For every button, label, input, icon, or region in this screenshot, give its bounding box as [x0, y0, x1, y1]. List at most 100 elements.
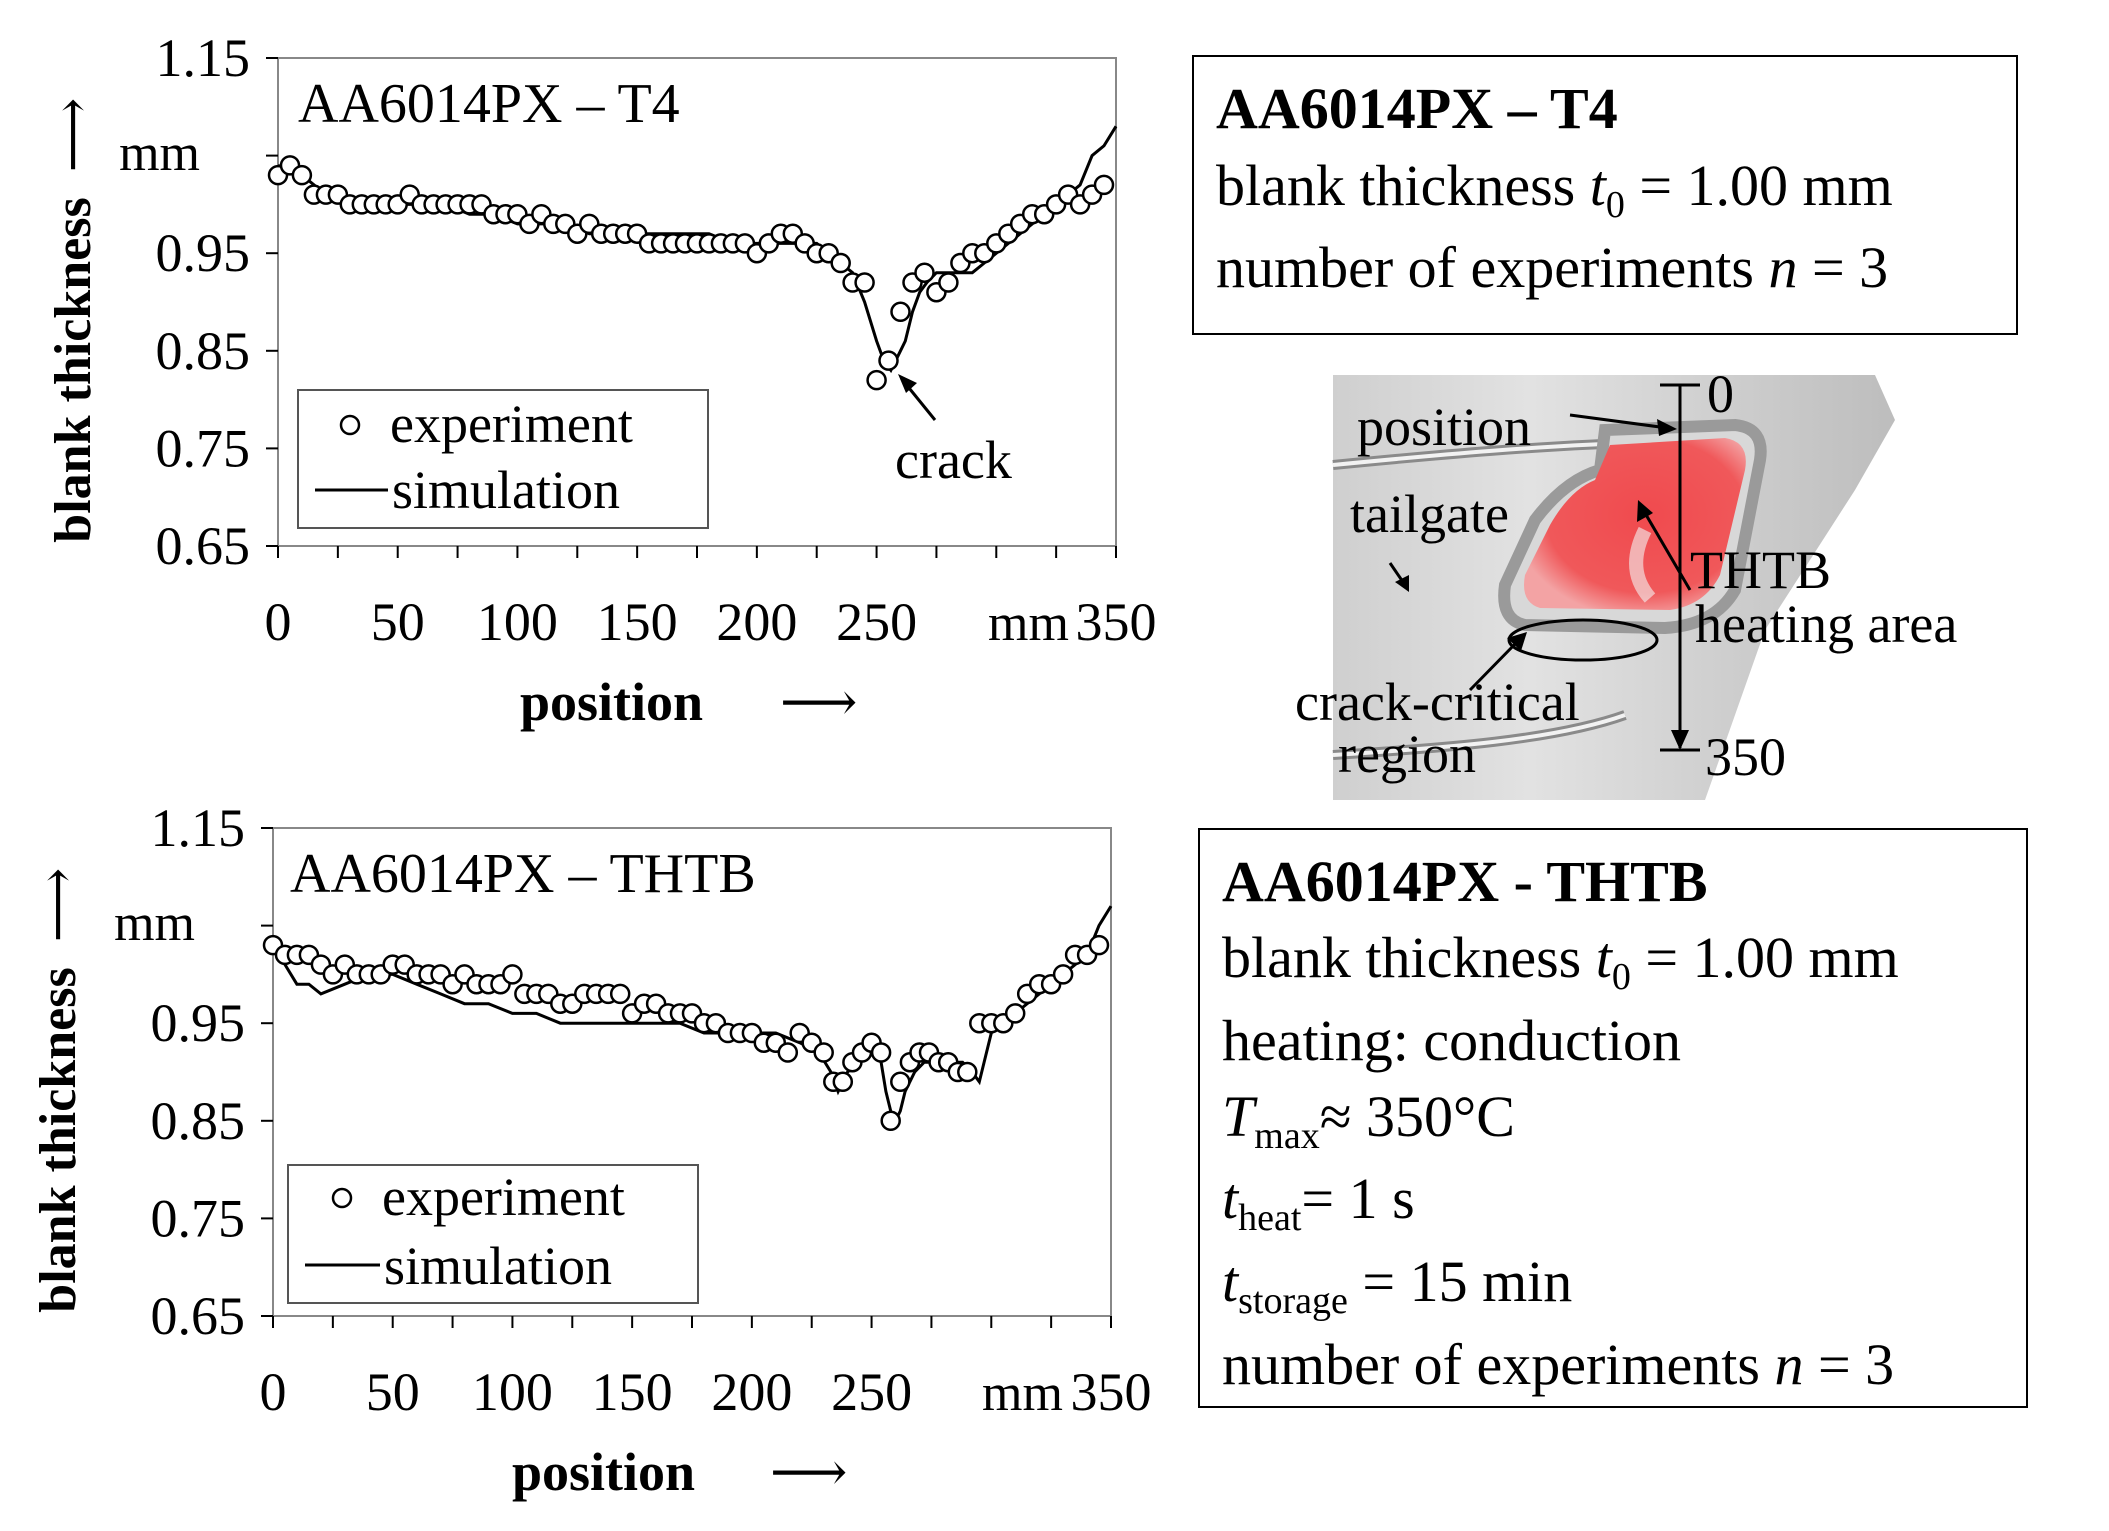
x-tick-label: 0 [260, 1362, 287, 1422]
x-tick-label: 250 [831, 1362, 912, 1422]
experiment-point [854, 272, 875, 293]
experiments-line: number of experiments n = 3 [1222, 1327, 2004, 1403]
y-axis-label: blank thickness [30, 967, 87, 1312]
var: T [1222, 1083, 1255, 1149]
experiment-point [1093, 174, 1115, 196]
var: t [1222, 1249, 1239, 1315]
experiment-point [938, 272, 959, 293]
y-axis-unit: mm [114, 895, 195, 952]
value: = 1.00 mm [1624, 152, 1893, 218]
crack-annotation: crack [895, 430, 1012, 490]
x-tick-label: 250 [836, 592, 917, 652]
heating-line: heating: conduction [1222, 1007, 1682, 1073]
legend-simulation-label: simulation [392, 460, 620, 520]
subscript: storage [1238, 1280, 1348, 1323]
x-axis-label: position [520, 672, 703, 732]
panel-label: AA6014PX – T4 [298, 73, 680, 135]
experiment-point [813, 1042, 834, 1063]
subscript: heat [1238, 1197, 1302, 1240]
var: n [1768, 234, 1798, 300]
position-top-value: 0 [1707, 370, 1734, 424]
y-axis-label: blank thickness [45, 197, 102, 542]
experiment-point [870, 1042, 892, 1063]
experiment-point [777, 1042, 799, 1063]
y-tick-label: 0.95 [156, 223, 251, 283]
panel-label: AA6014PX – THTB [290, 843, 756, 905]
experiment-point [866, 369, 887, 391]
y-axis-unit: mm [119, 125, 200, 182]
experiment-point [830, 252, 851, 274]
x-tick-label: 100 [472, 1362, 553, 1422]
position-bottom-value: 350 [1705, 727, 1786, 787]
tmax-line: Tmax≈ 350°C [1222, 1079, 2004, 1162]
experiment-point [1052, 964, 1074, 985]
y-tick-label: 1.15 [156, 28, 251, 88]
y-tick-label: 0.65 [156, 516, 251, 576]
experiment-point [890, 1071, 911, 1093]
x-axis-label: position [512, 1442, 695, 1502]
x-axis-unit: mm [982, 1365, 1063, 1422]
text: blank thickness [1216, 152, 1590, 218]
experiment-point [609, 983, 631, 1005]
x-tick-label: 150 [597, 592, 678, 652]
crack-arrow-head [898, 374, 917, 393]
var: t [1222, 1166, 1239, 1232]
experiment-point [890, 301, 911, 323]
var: n [1774, 1332, 1804, 1397]
tailgate-pointer [1388, 562, 1405, 583]
experiment-point [502, 964, 523, 985]
thtb-heating-area [1524, 438, 1746, 610]
info-box-thtb: AA6014PX - THTB blank thickness t0 = 1.0… [1198, 828, 2028, 1408]
position-arrow-head [1671, 730, 1689, 750]
value: = 1.00 mm [1630, 924, 1899, 990]
x-tick-label: 200 [711, 1362, 792, 1422]
thtb-label: THTB [1690, 540, 1831, 600]
crack-critical-ellipse [1507, 618, 1659, 662]
y-axis-arrow: ⟶ [30, 868, 87, 943]
subscript: max [1254, 1114, 1320, 1157]
experiment-point [878, 350, 899, 371]
x-tick-label: 200 [716, 592, 797, 652]
y-tick-label: 1.15 [151, 798, 246, 858]
value: = 3 [1803, 1332, 1895, 1397]
thickness-chart-t4: 0.65 0.75 0.85 0.95 1.15 0 50 100 150 200 250 350 A… [45, 28, 1157, 732]
var: t [1595, 924, 1612, 990]
position-pointer [1569, 413, 1661, 429]
text: number of experiments [1216, 234, 1769, 300]
info-box-t4: AA6014PX – T4 blank thickness t0 = 1.00 … [1192, 55, 2018, 335]
y-tick-label: 0.95 [151, 993, 246, 1053]
thtb-pointer [1643, 512, 1692, 591]
value: = 3 [1797, 234, 1889, 300]
experiments-line: number of experiments n = 3 [1216, 230, 1994, 307]
crack-critical-pointer [1468, 640, 1519, 692]
experiment-point [880, 1110, 901, 1132]
x-tick-label: 0 [265, 592, 292, 652]
x-tick-label: 50 [366, 1362, 420, 1422]
legend-experiment-label: experiment [382, 1167, 625, 1227]
x-tick-label: 150 [592, 1362, 673, 1422]
subscript: 0 [1605, 183, 1625, 226]
legend-box [297, 389, 709, 529]
thickness-chart-thtb: 0.65 0.75 0.85 0.95 1.15 0 50 100 150 200 250 350 A… [30, 798, 1152, 1502]
x-axis-unit: mm [988, 595, 1069, 652]
value: = 1 s [1301, 1166, 1415, 1232]
tstorage-line: tstorage = 15 min [1222, 1244, 2004, 1327]
info-title: AA6014PX - THTB [1222, 849, 1708, 914]
region-label: region [1338, 724, 1476, 784]
experiment-point [1088, 934, 1110, 956]
tailgate-label: tailgate [1350, 484, 1509, 544]
info-title: AA6014PX – T4 [1216, 76, 1618, 141]
legend-experiment-marker [339, 414, 361, 436]
x-axis-arrow: ⟶ [770, 1442, 847, 1502]
heating-area-label: heating area [1695, 594, 1957, 654]
position-label: position [1357, 397, 1531, 457]
legend-experiment-marker [331, 1187, 353, 1209]
legend-simulation-label: simulation [384, 1236, 612, 1296]
experiment-point [832, 1071, 854, 1093]
y-tick-label: 0.85 [151, 1091, 246, 1151]
x-tick-label: 350 [1071, 1362, 1152, 1422]
blank-thickness-line: blank thickness t0 = 1.00 mm [1216, 148, 1994, 230]
y-tick-label: 0.65 [151, 1286, 246, 1346]
y-tick-label: 0.85 [156, 321, 251, 381]
y-axis-arrow: ⟶ [45, 98, 102, 173]
